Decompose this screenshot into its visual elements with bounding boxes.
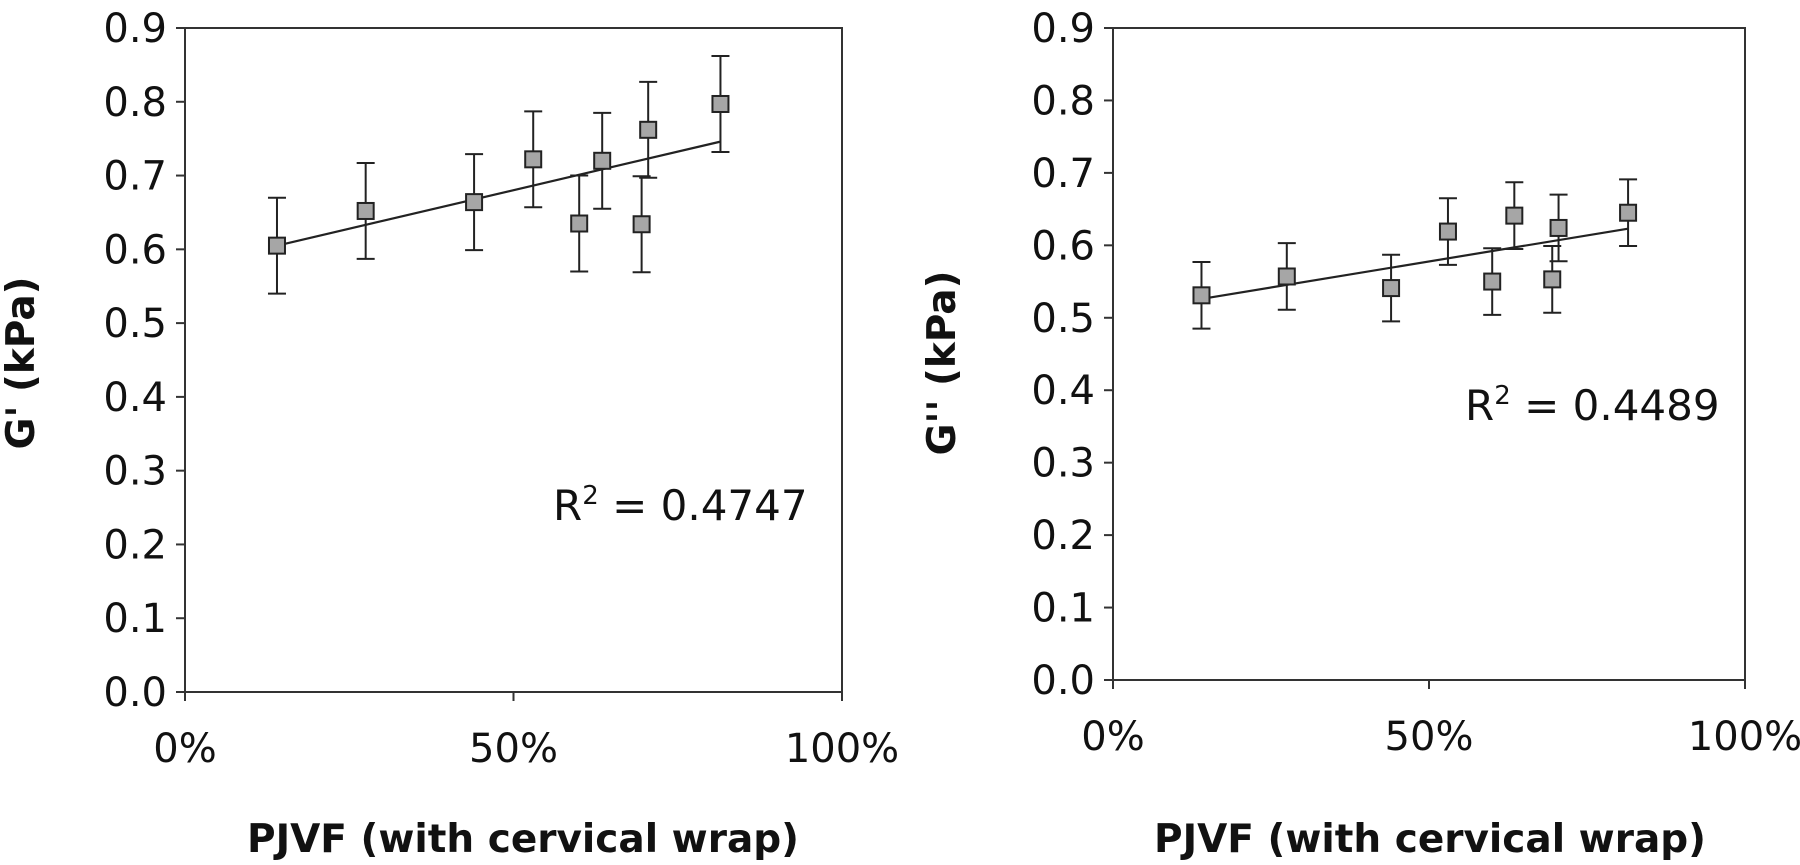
x-axis-title: PJVF (with cervical wrap) (247, 817, 799, 862)
data-point (465, 193, 484, 212)
data-point (593, 151, 612, 170)
plot-area (1112, 27, 1746, 681)
x-tick-label: 50% (1385, 714, 1474, 760)
y-tick-label: 0.2 (103, 522, 167, 568)
y-tick-label: 0.9 (103, 6, 167, 52)
y-axis-title: G'' (kPa) (920, 271, 965, 456)
x-tick-label: 50% (469, 726, 558, 772)
data-point (632, 215, 651, 234)
data-point (267, 236, 286, 255)
trendline (276, 140, 721, 247)
chart-g-double-prime: 0.0 0.1 0.2 0.3 0.4 0.5 0.6 0.7 0.8 0.9 0% 50% 100% (1031, 6, 1800, 760)
y-tick-label: 0.8 (1031, 78, 1095, 124)
data-point (1619, 203, 1638, 222)
x-tick-label: 100% (1688, 714, 1800, 760)
y-tick-label: 0.7 (1031, 151, 1095, 197)
trendline (1201, 227, 1629, 301)
data-point (1192, 286, 1211, 305)
r-squared-value: = 0.4489 (1511, 381, 1720, 430)
x-axis-title: PJVF (with cervical wrap) (1154, 817, 1706, 862)
y-tick-label: 0.1 (103, 596, 167, 642)
data-point (1277, 267, 1296, 286)
r-squared-superscript: 2 (582, 481, 599, 511)
data-point (1543, 270, 1562, 289)
y-tick-label: 0.4 (103, 375, 167, 421)
y-tick-label: 0.3 (103, 449, 167, 495)
data-point (1382, 279, 1401, 298)
r-squared-base: R (1465, 381, 1494, 430)
x-tick-label: 100% (785, 726, 899, 772)
data-point (570, 214, 589, 233)
r-squared-annotation: R2 = 0.4747 (553, 481, 808, 530)
data-point (524, 150, 543, 169)
data-point (639, 120, 658, 139)
y-axis-title: G' (kPa) (0, 277, 44, 450)
x-tick-label: 0% (1081, 714, 1144, 760)
chart-g-prime: 0.0 0.1 0.2 0.3 0.4 0.5 0.6 0.7 0.8 0.9 0% 50% 100% (103, 6, 899, 772)
data-point (711, 94, 730, 113)
y-tick-label: 0.4 (1031, 368, 1095, 414)
y-tick-label: 0.3 (1031, 441, 1095, 487)
r-squared-annotation: R2 = 0.4489 (1465, 381, 1720, 430)
data-point (1505, 206, 1524, 225)
data-point (1438, 222, 1457, 241)
data-point (1549, 218, 1568, 237)
y-tick-label: 0.8 (103, 80, 167, 126)
y-tick-label: 0.0 (1031, 658, 1095, 704)
r-squared-value: = 0.4747 (599, 481, 808, 530)
r-squared-base: R (553, 481, 582, 530)
y-tick-label: 0.7 (103, 154, 167, 200)
data-point (356, 201, 375, 220)
y-tick-label: 0.5 (103, 301, 167, 347)
y-tick-label: 0.0 (103, 670, 167, 716)
y-tick-label: 0.9 (1031, 6, 1095, 52)
plot-area (184, 27, 843, 693)
y-tick-label: 0.5 (1031, 296, 1095, 342)
y-tick-label: 0.6 (103, 227, 167, 273)
y-tick-label: 0.1 (1031, 586, 1095, 632)
y-tick-label: 0.2 (1031, 513, 1095, 559)
r-squared-superscript: 2 (1494, 381, 1511, 411)
data-point (1483, 272, 1502, 291)
x-tick-label: 0% (153, 726, 216, 772)
y-tick-label: 0.6 (1031, 223, 1095, 269)
